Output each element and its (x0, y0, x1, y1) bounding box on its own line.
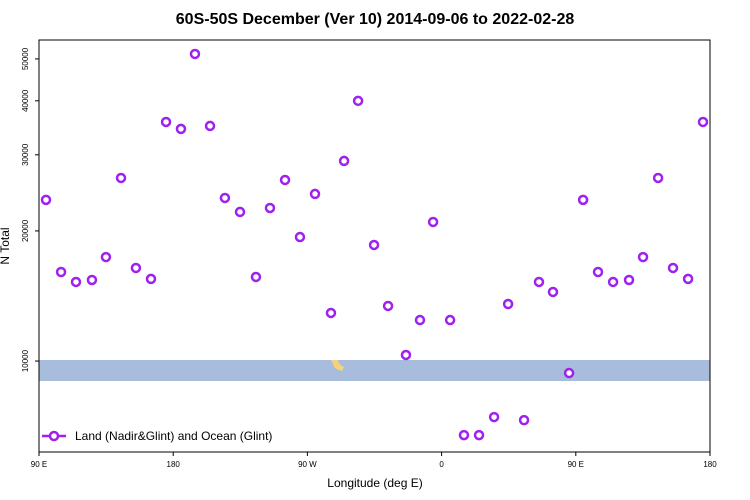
data-point (563, 367, 575, 379)
y-axis-label: N Total (0, 227, 12, 264)
data-point (40, 194, 52, 206)
data-point (427, 216, 439, 228)
data-point (652, 172, 664, 184)
data-point (458, 429, 470, 441)
data-point (352, 95, 364, 107)
x-tick-label: 90 E (31, 460, 47, 469)
data-point (250, 271, 262, 283)
plot-frame (38, 39, 711, 453)
data-point (55, 266, 67, 278)
data-point (115, 172, 127, 184)
data-point (325, 307, 337, 319)
y-tick-label: 10000 (21, 349, 30, 372)
data-point (488, 411, 500, 423)
data-point (338, 155, 350, 167)
data-point (577, 194, 589, 206)
data-point (414, 314, 426, 326)
y-tick-label: 20000 (21, 219, 30, 242)
data-point (533, 276, 545, 288)
data-point (518, 414, 530, 426)
y-tick-label: 50000 (21, 47, 30, 70)
data-point (368, 239, 380, 251)
data-point (637, 251, 649, 263)
data-point (502, 298, 514, 310)
x-tick-label: 90 E (568, 460, 584, 469)
data-point (682, 273, 694, 285)
data-point (279, 174, 291, 186)
data-point (667, 262, 679, 274)
data-point (145, 273, 157, 285)
data-point (382, 300, 394, 312)
x-axis-label: Longitude (deg E) (327, 476, 422, 490)
chart-title: 60S-50S December (Ver 10) 2014-09-06 to … (176, 11, 575, 28)
data-point (473, 429, 485, 441)
data-point (309, 188, 321, 200)
data-point (607, 276, 619, 288)
data-point (86, 274, 98, 286)
data-point (130, 262, 142, 274)
data-point (219, 192, 231, 204)
data-point (294, 231, 306, 243)
x-tick-label: 180 (703, 460, 717, 469)
x-tick-label: 90 W (298, 460, 317, 469)
data-point (189, 48, 201, 60)
data-point (547, 286, 559, 298)
x-tick-label: 0 (439, 460, 444, 469)
data-point (160, 116, 172, 128)
data-point (264, 202, 276, 214)
x-tick-label: 180 (167, 460, 181, 469)
map-band (39, 360, 710, 381)
legend-marker (48, 430, 60, 442)
land-shape (331, 360, 344, 371)
legend: Land (Nadir&Glint) and Ocean (Glint) (42, 429, 272, 443)
legend-label: Land (Nadir&Glint) and Ocean (Glint) (75, 429, 272, 443)
data-point (175, 123, 187, 135)
data-point (400, 349, 412, 361)
y-tick-label: 40000 (21, 89, 30, 112)
data-point (234, 206, 246, 218)
data-point (592, 266, 604, 278)
data-point (444, 314, 456, 326)
data-point (70, 276, 82, 288)
data-point (623, 274, 635, 286)
data-point (204, 120, 216, 132)
data-point (697, 116, 709, 128)
data-point (100, 251, 112, 263)
y-tick-label: 30000 (21, 143, 30, 166)
